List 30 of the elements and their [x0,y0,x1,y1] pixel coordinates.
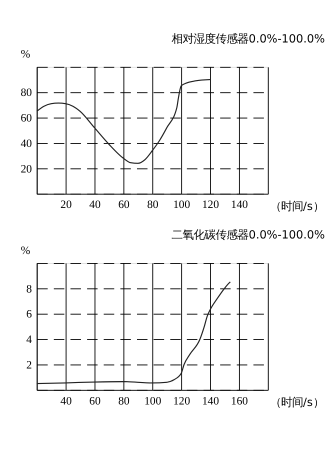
line-series [36,79,211,164]
chart-title: 相对湿度传感器0.0%-100.0% [172,31,326,46]
x-axis-title: （时间/s） [270,395,324,410]
y-tick-label: 6 [26,308,32,321]
line-series [36,281,231,384]
y-tick-label: 60 [20,112,32,125]
x-tick-label: 40 [89,199,101,212]
y-tick-label: 80 [20,87,32,100]
x-tick-label: 100 [173,199,190,212]
chart-title: 二氧化碳传感器0.0%-100.0% [172,227,326,242]
x-tick-label: 40 [60,395,72,408]
y-tick-label: 2 [26,359,32,372]
x-tick-label: 120 [202,199,220,212]
y-tick-label: 4 [26,334,32,346]
x-tick-label: 140 [230,199,248,212]
x-tick-label: 120 [173,395,190,408]
x-tick-label: 80 [118,395,130,408]
x-tick-label: 80 [147,199,159,212]
x-tick-label: 160 [230,395,248,408]
y-axis-title: % [20,244,31,257]
x-tick-label: 100 [144,395,162,408]
y-axis-title: % [20,48,31,61]
y-tick-label: 40 [20,138,32,150]
y-tick-label: 20 [20,163,32,176]
x-tick-label: 60 [89,395,101,408]
x-tick-label: 20 [60,199,72,212]
x-axis-title: （时间/s） [270,198,324,213]
x-tick-label: 60 [118,199,130,212]
x-tick-label: 140 [202,395,220,408]
y-tick-label: 8 [26,283,32,296]
